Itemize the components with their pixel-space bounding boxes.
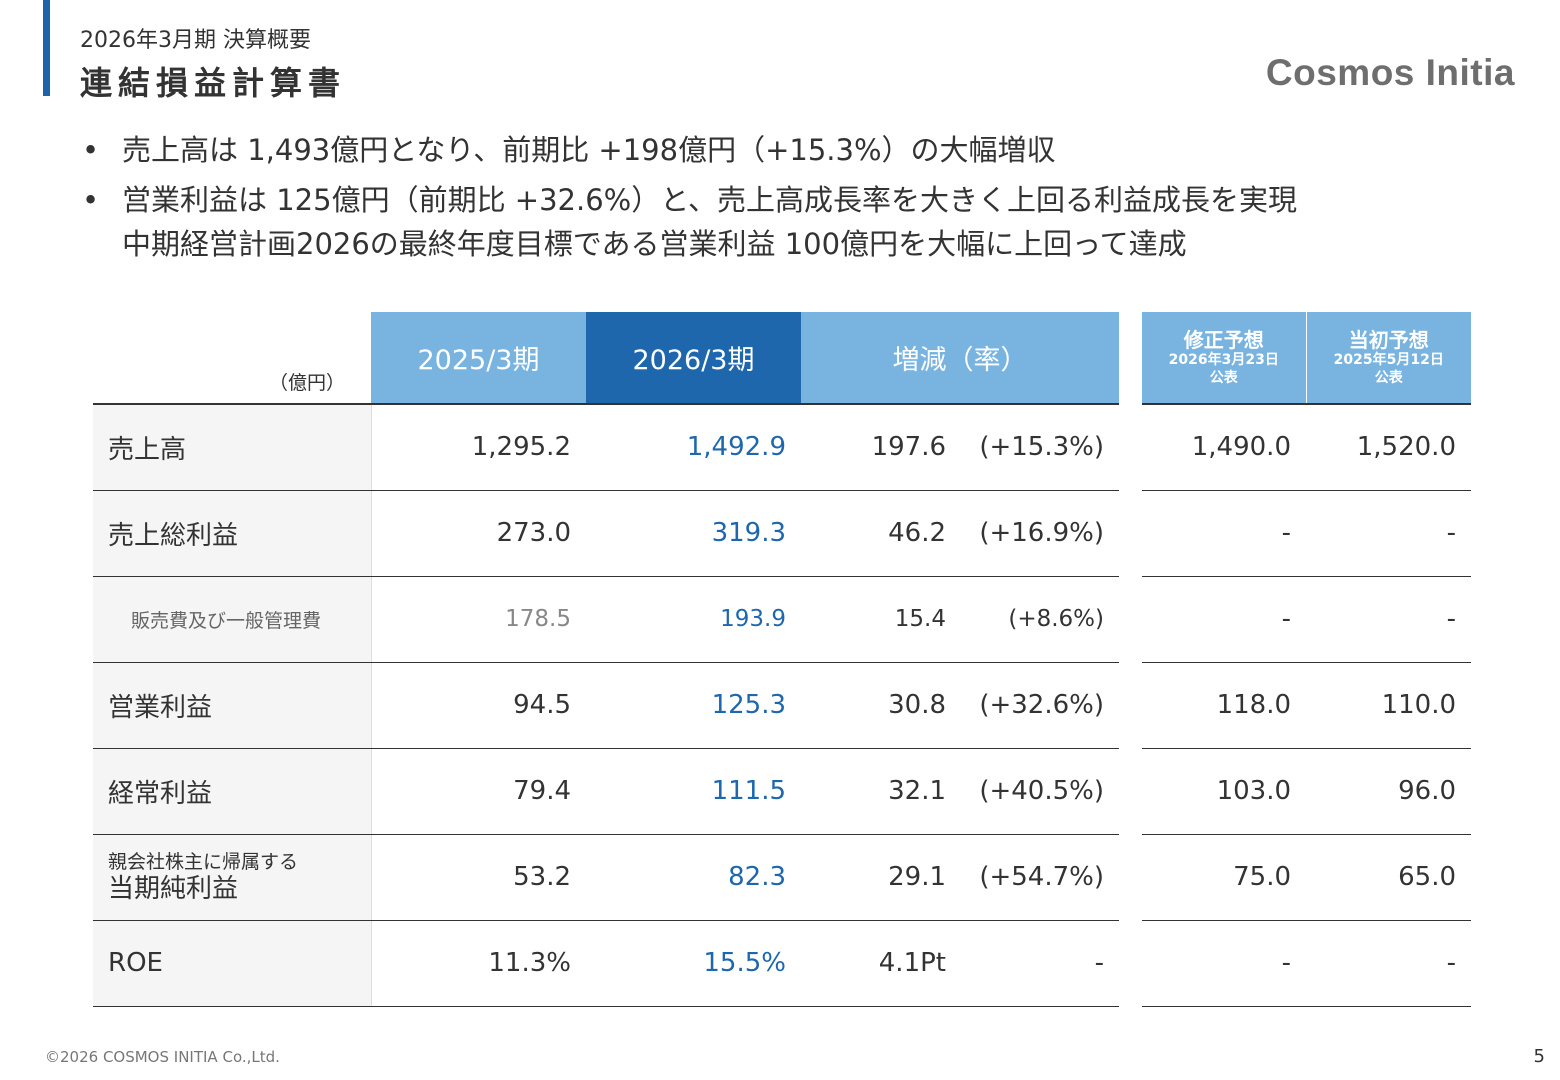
column-gap xyxy=(1119,920,1142,1006)
cell-change: 46.2 xyxy=(801,490,961,577)
cell-current: 15.5% xyxy=(586,920,801,1007)
cell-current: 111.5 xyxy=(586,748,801,835)
cell-change: 4.1Pt xyxy=(801,920,961,1007)
cell-current: 193.9 xyxy=(586,576,801,663)
cell-revised-forecast: 118.0 xyxy=(1142,662,1306,749)
table-row-roe: ROE 11.3% 15.5% 4.1Pt - - - xyxy=(93,920,1471,1007)
cell-change-rate: (+16.9%) xyxy=(961,490,1119,577)
column-gap xyxy=(1119,490,1142,576)
row-label: 親会社株主に帰属する 当期純利益 xyxy=(93,834,372,921)
table-row-net-income: 親会社株主に帰属する 当期純利益 53.2 82.3 29.1 (+54.7%)… xyxy=(93,834,1471,921)
company-logo: Cosmos Initia xyxy=(1265,52,1515,93)
income-statement-table: （億円） 2025/3期 2026/3期 増減（率） 修正予想 2026年3月2… xyxy=(93,312,1471,1007)
bullet-item: • 営業利益は 125億円（前期比 +32.6%）と、売上高成長率を大きく上回る… xyxy=(80,178,1500,266)
page-subtitle: 2026年3月期 決算概要 xyxy=(80,28,311,53)
row-label: 経常利益 xyxy=(93,748,372,835)
row-label: 販売費及び一般管理費 xyxy=(93,576,372,663)
col-header-revised-forecast: 修正予想 2026年3月23日 公表 xyxy=(1142,312,1306,405)
cell-revised-forecast: 75.0 xyxy=(1142,834,1306,921)
cell-current: 82.3 xyxy=(586,834,801,921)
table-row-operating-profit: 営業利益 94.5 125.3 30.8 (+32.6%) 118.0 110.… xyxy=(93,662,1471,749)
bullet-dot-icon: • xyxy=(82,183,100,217)
cell-prev: 178.5 xyxy=(371,576,586,663)
cell-initial-forecast: 96.0 xyxy=(1306,748,1471,835)
col-header-change: 増減（率） xyxy=(801,312,1119,405)
cell-change: 30.8 xyxy=(801,662,961,749)
cell-change-rate: (+54.7%) xyxy=(961,834,1119,921)
cell-initial-forecast: - xyxy=(1306,490,1471,577)
cell-revised-forecast: 103.0 xyxy=(1142,748,1306,835)
column-gap xyxy=(1119,404,1142,490)
cell-change: 15.4 xyxy=(801,576,961,663)
cell-change: 197.6 xyxy=(801,404,961,491)
table-row-net-sales: 売上高 1,295.2 1,492.9 197.6 (+15.3%) 1,490… xyxy=(93,404,1471,491)
cell-prev: 53.2 xyxy=(371,834,586,921)
cell-prev: 1,295.2 xyxy=(371,404,586,491)
col-header-prev: 2025/3期 xyxy=(371,312,586,405)
column-gap xyxy=(1119,662,1142,748)
cell-change-rate: (+40.5%) xyxy=(961,748,1119,835)
cell-revised-forecast: - xyxy=(1142,920,1306,1007)
cell-initial-forecast: 110.0 xyxy=(1306,662,1471,749)
bullet-text: 売上高は 1,493億円となり、前期比 +198億円（+15.3%）の大幅増収 xyxy=(122,133,1056,167)
initial-forecast-date: 2025年5月12日 xyxy=(1333,351,1444,368)
col-header-current: 2026/3期 xyxy=(586,312,801,405)
title-accent-bar xyxy=(43,0,50,96)
cell-revised-forecast: 1,490.0 xyxy=(1142,404,1306,491)
cell-initial-forecast: 1,520.0 xyxy=(1306,404,1471,491)
row-label: ROE xyxy=(93,920,372,1007)
cell-change-rate: (+15.3%) xyxy=(961,404,1119,491)
cell-prev: 94.5 xyxy=(371,662,586,749)
table-row-sga: 販売費及び一般管理費 178.5 193.9 15.4 (+8.6%) - - xyxy=(93,576,1471,663)
column-gap xyxy=(1119,834,1142,920)
revised-forecast-date: 2026年3月23日 xyxy=(1168,351,1279,368)
cell-change-rate: (+8.6%) xyxy=(961,576,1119,663)
row-label-prefix: 親会社株主に帰属する xyxy=(108,851,299,873)
row-label: 売上総利益 xyxy=(93,490,372,577)
column-gap xyxy=(1119,312,1142,404)
bullet-dot-icon: • xyxy=(82,133,100,167)
column-gap xyxy=(1119,748,1142,834)
cell-change: 29.1 xyxy=(801,834,961,921)
cell-revised-forecast: - xyxy=(1142,490,1306,577)
column-gap xyxy=(1119,576,1142,662)
cell-change-rate: - xyxy=(961,920,1119,1007)
unit-label: （億円） xyxy=(93,312,371,405)
cell-prev: 79.4 xyxy=(371,748,586,835)
page-title: 連結損益計算書 xyxy=(80,64,347,102)
bullet-text: 中期経営計画2026の最終年度目標である営業利益 100億円を大幅に上回って達成 xyxy=(122,227,1187,261)
initial-forecast-note: 公表 xyxy=(1374,369,1403,386)
initial-forecast-title: 当初予想 xyxy=(1348,327,1429,352)
summary-bullets: • 売上高は 1,493億円となり、前期比 +198億円（+15.3%）の大幅増… xyxy=(80,128,1500,272)
cell-initial-forecast: - xyxy=(1306,576,1471,663)
cell-change-rate: (+32.6%) xyxy=(961,662,1119,749)
row-label-main: 当期純利益 xyxy=(108,874,239,904)
revised-forecast-title: 修正予想 xyxy=(1183,327,1264,352)
cell-prev: 11.3% xyxy=(371,920,586,1007)
cell-initial-forecast: 65.0 xyxy=(1306,834,1471,921)
cell-revised-forecast: - xyxy=(1142,576,1306,663)
bullet-text: 営業利益は 125億円（前期比 +32.6%）と、売上高成長率を大きく上回る利益… xyxy=(122,183,1298,217)
cell-current: 319.3 xyxy=(586,490,801,577)
table-row-gross-profit: 売上総利益 273.0 319.3 46.2 (+16.9%) - - xyxy=(93,490,1471,577)
cell-prev: 273.0 xyxy=(371,490,586,577)
cell-change: 32.1 xyxy=(801,748,961,835)
bullet-item: • 売上高は 1,493億円となり、前期比 +198億円（+15.3%）の大幅増… xyxy=(80,128,1500,172)
row-label: 売上高 xyxy=(93,404,372,491)
cell-initial-forecast: - xyxy=(1306,920,1471,1007)
cell-current: 1,492.9 xyxy=(586,404,801,491)
table-row-ordinary-profit: 経常利益 79.4 111.5 32.1 (+40.5%) 103.0 96.0 xyxy=(93,748,1471,835)
page-number: 5 xyxy=(1533,1046,1545,1067)
cell-current: 125.3 xyxy=(586,662,801,749)
row-label: 営業利益 xyxy=(93,662,372,749)
copyright-notice: ©2026 COSMOS INITIA Co.,Ltd. xyxy=(45,1048,280,1066)
col-header-initial-forecast: 当初予想 2025年5月12日 公表 xyxy=(1305,312,1471,405)
revised-forecast-note: 公表 xyxy=(1209,369,1238,386)
table-header-row: （億円） 2025/3期 2026/3期 増減（率） 修正予想 2026年3月2… xyxy=(93,312,1471,405)
